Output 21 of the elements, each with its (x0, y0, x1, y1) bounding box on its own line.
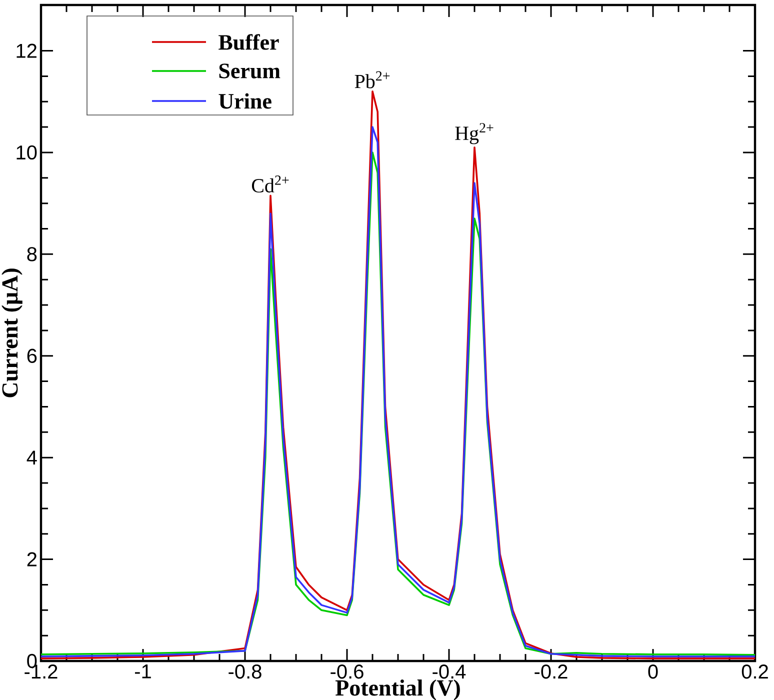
x-tick-label: -0.8 (228, 664, 262, 679)
x-tick-label: -0.2 (534, 664, 568, 679)
annotation: Hg$^{2+}$ (455, 123, 494, 144)
x-tick-label: 0 (648, 664, 658, 679)
y-tick-label: 2 (27, 552, 36, 566)
x-tick-label: 0.2 (742, 664, 768, 679)
x-tick-label: -0.6 (330, 664, 364, 679)
x-axis-title: Potential (V) (335, 680, 460, 700)
y-tick-label: 4 (26, 450, 37, 464)
x-tick-label: -1 (135, 664, 151, 678)
legend-label: Buffer (218, 34, 279, 50)
annotation: Cd$^{2+}$ (252, 176, 289, 192)
legend-label: Urine (218, 93, 272, 109)
y-tick-label: 10 (16, 145, 37, 160)
y-tick-label: 12 (16, 44, 36, 58)
x-tick-label: -0.4 (432, 664, 466, 679)
y-axis-title: Current (μA) (2, 268, 22, 398)
y-tick-label: 6 (27, 348, 37, 363)
annotation: Pb$^{2+}$ (354, 71, 390, 88)
legend-label: Serum (219, 64, 280, 78)
y-tick-label: 8 (27, 247, 37, 262)
